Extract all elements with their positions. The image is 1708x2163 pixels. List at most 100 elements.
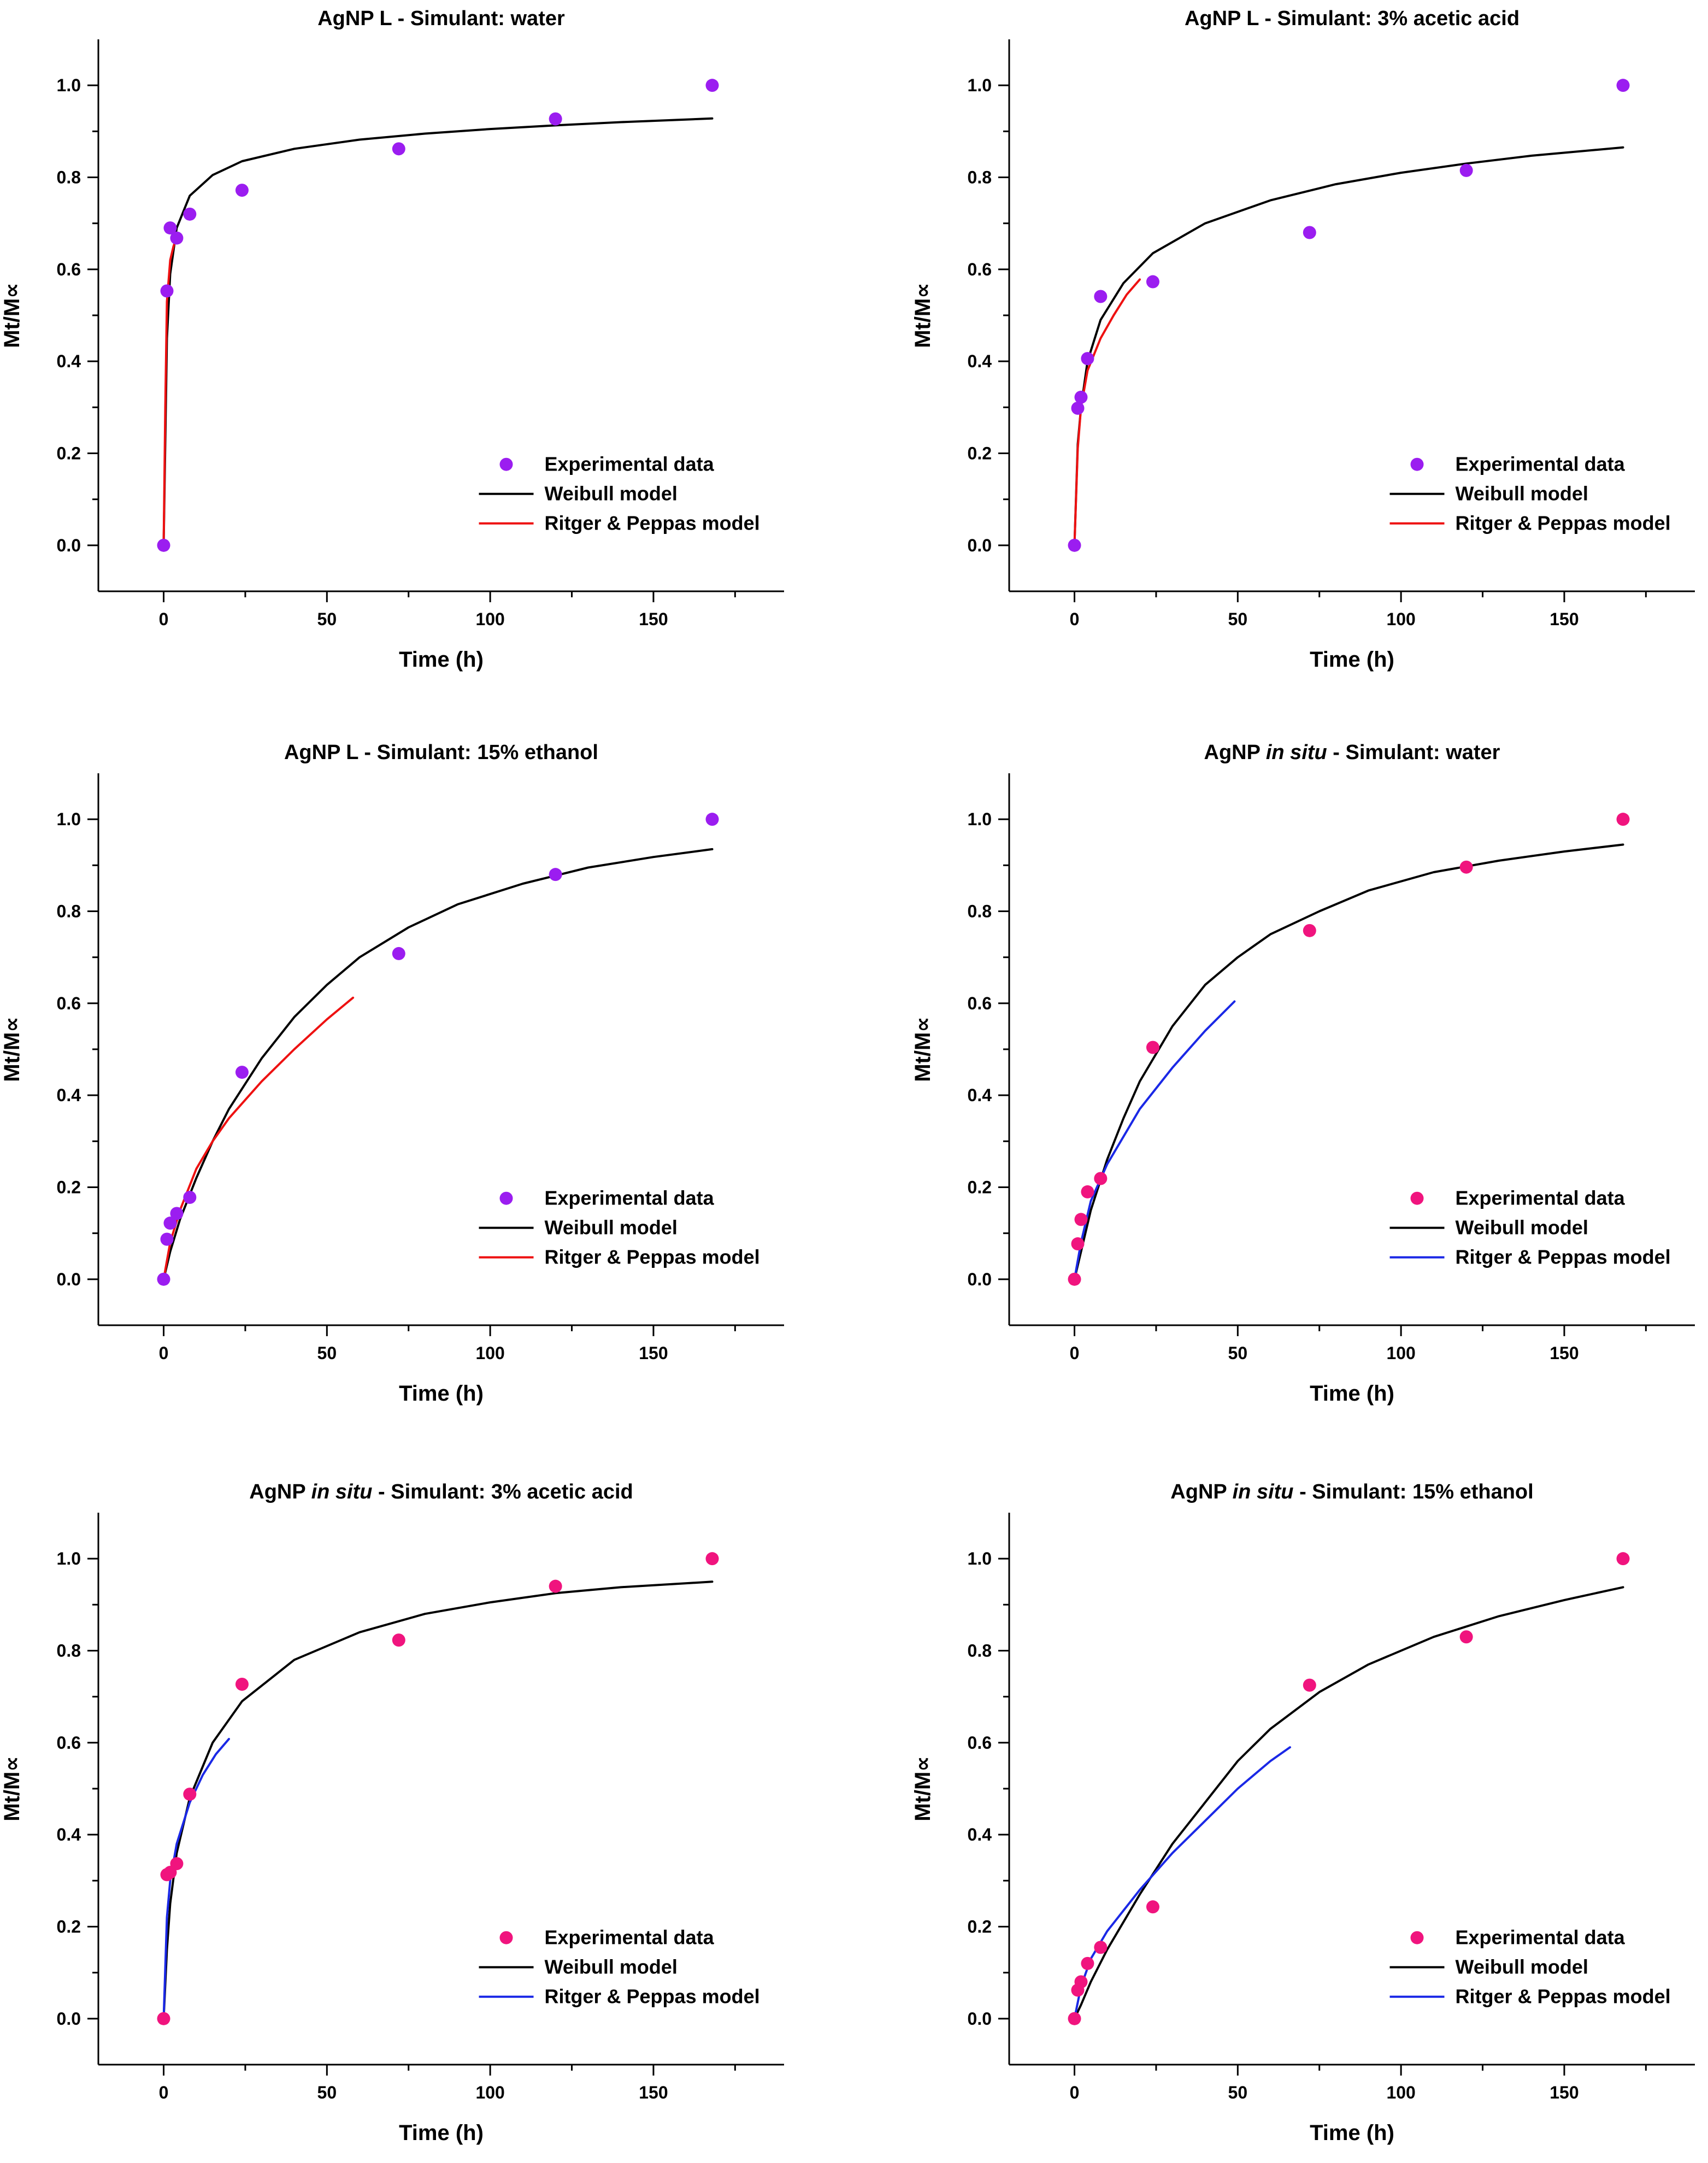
y-tick-label: 1.0 — [57, 809, 81, 829]
y-tick-label: 0.2 — [968, 1917, 992, 1937]
chart-title: AgNP L - Simulant: water — [317, 7, 565, 30]
data-point — [1068, 1272, 1081, 1286]
y-tick-label: 0.8 — [968, 902, 992, 921]
x-tick-label: 100 — [1386, 2083, 1415, 2102]
y-axis-label: Mt/M∝ — [0, 283, 24, 348]
data-point — [1071, 402, 1085, 415]
chart-panel-4: AgNP in situ - Simulant: water 0.0 0.2 0.4 0… — [911, 741, 1695, 1406]
y-tick-label: 0.6 — [57, 994, 81, 1013]
x-tick-label: 100 — [475, 1343, 504, 1363]
data-point — [549, 1579, 562, 1593]
chart-title-part: AgNP L - Simulant: 3% acetic acid — [1185, 7, 1519, 30]
y-tick-label: 1.0 — [57, 75, 81, 95]
chart-title-part: in situ — [1266, 741, 1327, 764]
data-point — [1081, 352, 1094, 366]
x-tick-label: 50 — [317, 609, 337, 629]
x-tick-label: 100 — [1386, 1343, 1415, 1363]
ritger-peppas-curve — [1073, 1000, 1236, 1280]
y-tick-label: 1.0 — [968, 75, 992, 95]
y-tick-label: 0.4 — [57, 351, 81, 371]
x-axis-label: Time (h) — [1310, 648, 1394, 672]
data-point — [160, 284, 174, 298]
data-point — [1303, 226, 1316, 239]
y-tick-label: 0.6 — [57, 260, 81, 279]
data-point — [549, 868, 562, 881]
data-point — [1094, 290, 1108, 303]
chart-title-part: in situ — [311, 1480, 373, 1503]
y-tick-label: 1.0 — [968, 1549, 992, 1568]
legend-label: Experimental data — [1456, 453, 1625, 475]
y-axis-label: Mt/M∝ — [911, 1016, 935, 1082]
y-tick-label: 1.0 — [968, 809, 992, 829]
legend-label: Weibull model — [545, 483, 678, 505]
x-tick-label: 150 — [1550, 609, 1579, 629]
chart-panel-1: AgNP L - Simulant: water 0.0 0.2 0.4 0.6 0.8 1… — [0, 7, 784, 672]
y-tick-label: 0.2 — [968, 444, 992, 463]
chart-title: AgNP L - Simulant: 15% ethanol — [284, 741, 598, 764]
legend: Experimental data Weibull model Ritger & P… — [479, 1926, 760, 2008]
y-axis-label: Mt/M∝ — [911, 1756, 935, 1821]
legend-label: Experimental data — [1456, 1926, 1625, 1949]
y-tick-label: 0.0 — [968, 2009, 992, 2029]
data-point — [1074, 390, 1088, 404]
legend-label: Experimental data — [1456, 1187, 1625, 1209]
y-axis-label: Mt/M∝ — [0, 1016, 24, 1082]
legend-label: Weibull model — [545, 1956, 678, 1978]
chart-title: AgNP in situ - Simulant: 3% acetic acid — [249, 1480, 633, 1503]
legend-label: Experimental data — [545, 453, 715, 475]
chart-panel-2: AgNP L - Simulant: 3% acetic acid 0.0 0.2 0… — [911, 7, 1695, 672]
data-point — [1459, 1630, 1473, 1644]
data-point — [163, 1216, 177, 1230]
x-tick-label: 50 — [317, 1343, 337, 1363]
y-tick-label: 0.0 — [57, 1269, 81, 1289]
data-point — [1459, 163, 1473, 177]
y-tick-label: 0.4 — [57, 1085, 81, 1105]
data-point — [170, 1857, 184, 1871]
data-point — [163, 221, 177, 235]
legend: Experimental data Weibull model Ritger & P… — [1389, 453, 1671, 534]
chart-title-part: AgNP — [249, 1480, 311, 1503]
data-point — [1068, 538, 1081, 552]
legend-label: Weibull model — [1456, 483, 1588, 505]
x-axis-label: Time (h) — [399, 1382, 484, 1406]
y-tick-label: 0.0 — [968, 536, 992, 555]
chart-title-part: AgNP — [1170, 1480, 1232, 1503]
ritger-peppas-curve — [1073, 278, 1141, 546]
data-point — [157, 2012, 170, 2025]
x-tick-label: 50 — [317, 2083, 337, 2102]
data-point — [1146, 1900, 1159, 1914]
y-tick-label: 0.6 — [57, 1733, 81, 1753]
y-tick-label: 0.2 — [57, 444, 81, 463]
legend-label: Weibull model — [1456, 1216, 1588, 1239]
x-tick-label: 0 — [159, 1343, 169, 1363]
x-axis-label: Time (h) — [1310, 1382, 1394, 1406]
weibull-curve — [1073, 843, 1624, 1280]
data-point — [1146, 275, 1159, 289]
legend: Experimental data Weibull model Ritger & P… — [1389, 1926, 1671, 2008]
chart-title-part: - Simulant: water — [1327, 741, 1500, 764]
x-tick-label: 150 — [639, 2083, 668, 2102]
legend-marker-experimental — [1410, 1931, 1424, 1944]
x-tick-label: 150 — [639, 609, 668, 629]
data-point — [1146, 1041, 1159, 1054]
ritger-peppas-curve — [162, 996, 355, 1280]
data-point — [1616, 79, 1630, 92]
data-point — [183, 207, 197, 221]
x-tick-label: 0 — [159, 2083, 169, 2102]
x-tick-label: 0 — [159, 609, 169, 629]
chart-title: AgNP L - Simulant: 3% acetic acid — [1185, 7, 1519, 30]
data-point — [1094, 1941, 1108, 1954]
data-point — [1074, 1213, 1088, 1226]
weibull-curve — [162, 117, 714, 546]
ritger-peppas-curve — [162, 1738, 230, 2020]
x-tick-label: 0 — [1070, 2083, 1080, 2102]
y-axis-label: Mt/M∝ — [0, 1756, 24, 1821]
data-point — [1074, 1975, 1088, 1989]
legend-label: Experimental data — [545, 1926, 715, 1949]
y-tick-label: 0.2 — [57, 1917, 81, 1937]
legend-label: Ritger & Peppas model — [545, 512, 760, 534]
legend: Experimental data Weibull model Ritger & P… — [479, 1187, 760, 1268]
data-point — [549, 112, 562, 126]
legend-label: Weibull model — [545, 1216, 678, 1239]
weibull-curve — [162, 1580, 714, 2020]
